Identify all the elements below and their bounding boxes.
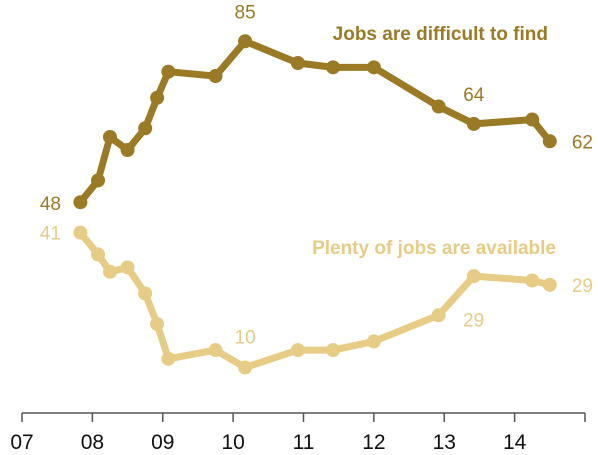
data-label: 29	[463, 310, 484, 331]
data-point-jobs-difficult	[466, 116, 481, 131]
series-line-jobs-difficult	[76, 37, 554, 206]
data-point-plenty-of-jobs	[161, 351, 176, 366]
data-label: 48	[40, 194, 61, 215]
data-point-plenty-of-jobs	[91, 247, 106, 262]
data-point-plenty-of-jobs	[366, 334, 381, 349]
data-point-plenty-of-jobs	[102, 264, 117, 279]
data-point-jobs-difficult	[238, 34, 253, 49]
x-tick-label: 14	[503, 431, 527, 454]
x-tick-label: 10	[221, 431, 244, 454]
data-point-jobs-difficult	[431, 99, 446, 114]
data-point-jobs-difficult	[542, 134, 557, 149]
series-label-jobs-difficult: Jobs are difficult to find	[333, 24, 548, 45]
data-point-plenty-of-jobs	[208, 343, 223, 358]
data-point-jobs-difficult	[73, 195, 88, 210]
data-point-jobs-difficult	[150, 90, 165, 105]
data-point-plenty-of-jobs	[73, 225, 88, 240]
data-point-plenty-of-jobs	[326, 343, 341, 358]
data-point-jobs-difficult	[138, 121, 153, 136]
data-point-jobs-difficult	[326, 60, 341, 75]
x-tick-label: 13	[433, 431, 456, 454]
data-point-plenty-of-jobs	[542, 277, 557, 292]
data-label: 85	[235, 2, 256, 23]
data-point-plenty-of-jobs	[525, 273, 540, 288]
data-point-plenty-of-jobs	[120, 260, 135, 275]
data-label: 10	[235, 328, 256, 349]
x-tick-label: 09	[151, 431, 174, 454]
data-point-jobs-difficult	[91, 173, 106, 188]
data-point-jobs-difficult	[120, 143, 135, 157]
x-tick-label: 07	[10, 431, 33, 454]
data-point-plenty-of-jobs	[238, 360, 253, 375]
data-point-plenty-of-jobs	[138, 286, 153, 301]
data-point-plenty-of-jobs	[150, 317, 165, 331]
data-point-jobs-difficult	[290, 56, 305, 70]
data-label: 29	[572, 276, 593, 297]
data-label: 62	[572, 132, 593, 153]
data-point-jobs-difficult	[208, 69, 223, 84]
series-layer	[73, 34, 557, 375]
x-tick-label: 11	[293, 431, 315, 454]
data-point-plenty-of-jobs	[290, 343, 305, 358]
data-label: 41	[40, 224, 61, 245]
x-tick-label: 12	[362, 431, 385, 454]
label-layer: Jobs are difficult to find Plenty of jobs…	[40, 2, 593, 348]
data-label: 64	[463, 85, 485, 106]
data-point-plenty-of-jobs	[431, 308, 446, 323]
data-point-jobs-difficult	[366, 60, 381, 75]
data-point-jobs-difficult	[102, 129, 117, 144]
data-point-jobs-difficult	[161, 64, 176, 79]
x-axis: 07 08 09 10 11 12 13 14	[10, 412, 586, 454]
data-point-plenty-of-jobs	[466, 269, 481, 284]
data-point-jobs-difficult	[525, 112, 540, 127]
x-tick-label: 08	[81, 431, 104, 454]
series-label-plenty-of-jobs: Plenty of jobs are available	[312, 238, 556, 259]
series-line-plenty-of-jobs	[76, 229, 554, 371]
